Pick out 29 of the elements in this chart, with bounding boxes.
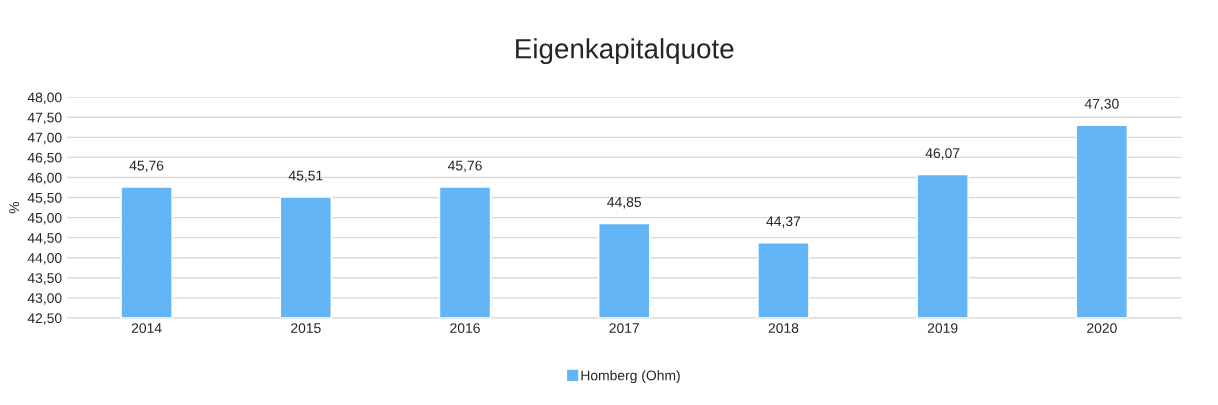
y-tick-label: 43,50 <box>27 273 62 285</box>
y-tick-label: 47,00 <box>27 132 62 145</box>
y-tick-label: 45,00 <box>27 212 62 225</box>
x-tick-label: 2017 <box>609 323 639 333</box>
y-tick-label: 47,50 <box>27 112 62 125</box>
legend-label: Homberg (Ohm) <box>581 370 680 384</box>
x-tick-label: 2018 <box>768 323 799 333</box>
y-tick-label: 44,50 <box>27 233 62 245</box>
y-tick-label: 42,50 <box>27 313 62 325</box>
y-tick-label: 44,00 <box>27 253 62 265</box>
x-tick-label: 2015 <box>291 323 321 333</box>
chart-title: Eigenkapitalquote <box>516 38 734 65</box>
data-label: 44,85 <box>607 197 642 209</box>
data-label: 45,51 <box>288 170 323 183</box>
y-tick-label: 46,00 <box>27 172 62 185</box>
x-tick-label: 2020 <box>1087 323 1117 333</box>
data-label: 46,07 <box>925 148 960 160</box>
data-label: 45,76 <box>447 160 482 173</box>
x-tick-label: 2016 <box>450 323 480 333</box>
data-label: 44,37 <box>766 216 801 228</box>
y-tick-label: 48,00 <box>27 92 62 105</box>
x-tick-label: 2014 <box>131 323 162 333</box>
y-tick-label: 46,50 <box>27 152 62 165</box>
data-label: 45,76 <box>129 160 164 173</box>
y-axis-title: % <box>9 201 20 214</box>
y-tick-label: 43,00 <box>27 293 62 305</box>
x-tick-label: 2019 <box>927 323 958 333</box>
y-tick-label: 45,50 <box>27 192 62 205</box>
data-label: 47,30 <box>1084 98 1119 111</box>
